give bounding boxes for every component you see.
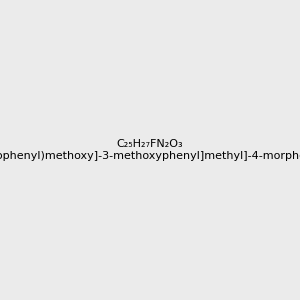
Text: C₂₅H₂₇FN₂O₃
N-[[2-[(2-fluorophenyl)methoxy]-3-methoxyphenyl]methyl]-4-morpholin-: C₂₅H₂₇FN₂O₃ N-[[2-[(2-fluorophenyl)metho… (0, 139, 300, 161)
